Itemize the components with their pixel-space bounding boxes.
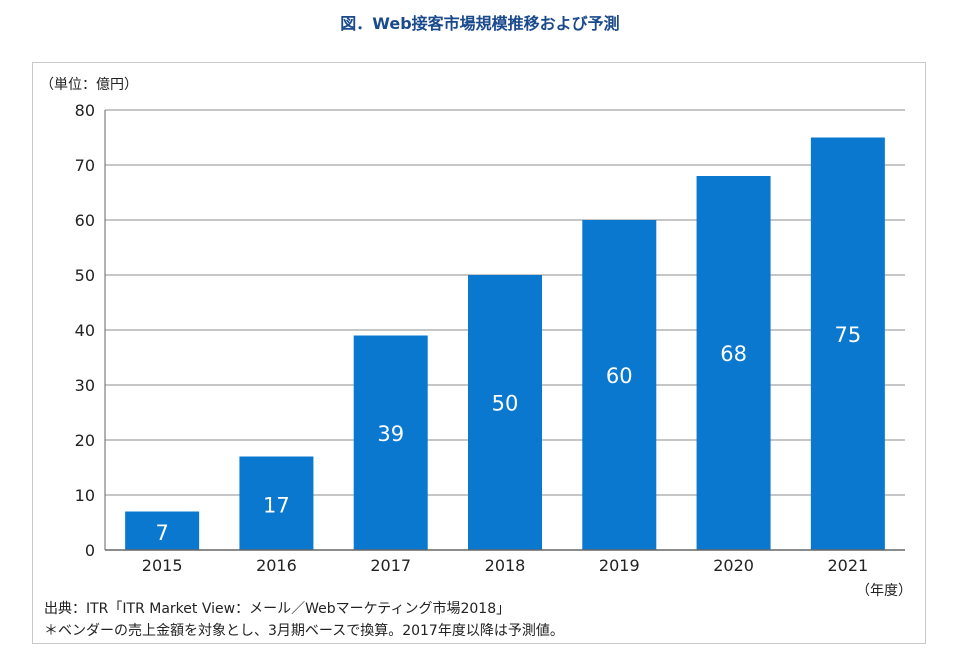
- source-note: 出典：ITR「ITR Market View：メール／Webマーケティング市場2…: [44, 601, 511, 617]
- bar-value-label: 17: [263, 493, 290, 517]
- y-tick-label: 30: [75, 376, 95, 395]
- chart-title: 図．Web接客市場規模推移および予測: [340, 14, 620, 33]
- x-axis-unit-label: （年度）: [856, 583, 912, 599]
- y-tick-label: 20: [75, 431, 95, 450]
- y-tick-label: 0: [85, 541, 95, 560]
- chart-frame: [32, 62, 926, 644]
- y-axis-unit-label: （単位：億円）: [40, 77, 138, 93]
- y-tick-label: 40: [75, 321, 95, 340]
- bar: [239, 456, 314, 550]
- x-tick-label: 2019: [599, 556, 640, 575]
- bars: [125, 137, 885, 550]
- bar-value-label: 75: [834, 323, 861, 347]
- bar: [810, 137, 885, 550]
- y-tick-label: 80: [75, 101, 95, 120]
- bar-value-label: 7: [155, 521, 168, 545]
- y-axis-ticks: 0 10 20 30 40 50 60 70 80: [75, 101, 95, 560]
- x-tick-label: 2021: [827, 556, 868, 575]
- bar: [353, 335, 428, 550]
- bar: [125, 511, 200, 550]
- bar: [468, 275, 542, 550]
- footnote: ＊ベンダーの売上金額を対象とし、3月期ベースで換算。2017年度以降は予測値。: [44, 623, 564, 639]
- bar: [582, 220, 657, 550]
- x-axis-ticks: 2015 2016 2017 2018 2019 2020 2021: [142, 556, 868, 575]
- bar-value-label: 50: [492, 392, 519, 416]
- y-tick-label: 60: [75, 211, 95, 230]
- x-tick-label: 2018: [485, 556, 526, 575]
- x-tick-label: 2020: [713, 556, 754, 575]
- bar-value-label: 68: [720, 342, 747, 366]
- bar: [696, 176, 771, 550]
- y-tick-label: 70: [75, 156, 95, 175]
- y-tick-label: 10: [75, 486, 95, 505]
- bar-value-labels: 7 17 39 50 60 68 75: [155, 323, 861, 545]
- bar-value-label: 39: [377, 422, 404, 446]
- bar-value-label: 60: [606, 364, 633, 388]
- x-tick-label: 2017: [370, 556, 411, 575]
- x-tick-label: 2015: [142, 556, 183, 575]
- x-tick-label: 2016: [256, 556, 297, 575]
- y-tick-label: 50: [75, 266, 95, 285]
